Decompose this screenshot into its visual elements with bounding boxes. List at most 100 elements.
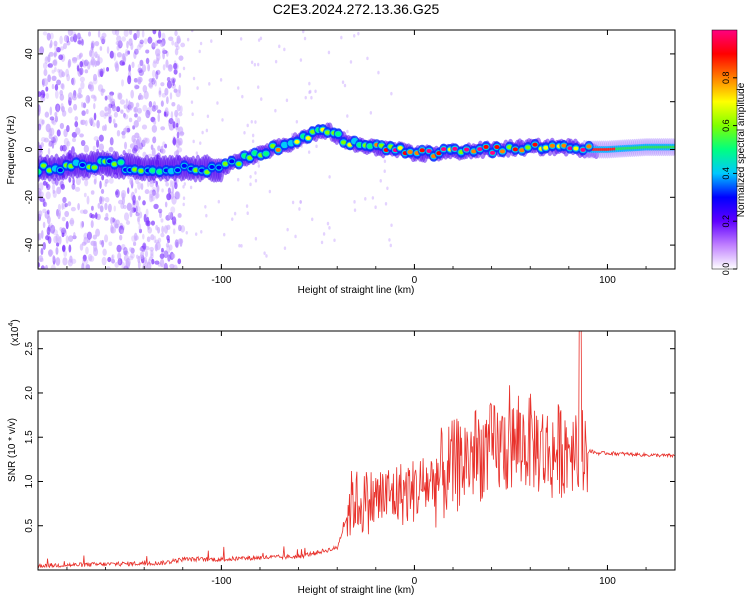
spectrogram-noise [125, 220, 131, 225]
spectrogram-noise [53, 58, 58, 67]
spectrogram-noise [163, 111, 167, 117]
spectrogram-blob [252, 151, 258, 156]
spectrogram-noise [99, 180, 102, 189]
spectrogram-noise [48, 142, 52, 147]
spectrogram-noise [249, 174, 252, 179]
spectrogram-noise [133, 144, 139, 152]
spectrogram-noise [77, 203, 80, 211]
spectrogram-noise [134, 132, 140, 139]
spectrogram-blob [149, 168, 156, 173]
spectrogram-noise [108, 241, 113, 247]
spectrogram-noise [55, 46, 61, 53]
spectrogram-noise [62, 43, 68, 50]
spectrogram-noise [57, 203, 62, 211]
spectrogram-noise [87, 253, 93, 262]
spectrogram-noise [205, 213, 208, 218]
spectrogram-noise [294, 234, 297, 239]
spectrogram-noise [76, 65, 80, 72]
spectrogram-noise [47, 224, 51, 232]
spectrogram-noise [150, 220, 156, 226]
spectrogram-noise [107, 256, 112, 263]
spectrogram-noise [116, 244, 122, 253]
spectrogram-noise [285, 98, 289, 103]
spectrogram-noise [183, 182, 187, 186]
spectrogram-blob [204, 170, 210, 175]
spectrogram-noise [245, 204, 249, 208]
spectrogram-noise [154, 260, 160, 265]
spectrogram-noise [51, 84, 55, 90]
spectrogram-noise [369, 111, 373, 115]
spectrogram-noise [133, 119, 139, 128]
spectrogram-noise [137, 67, 143, 74]
spectrogram-noise [59, 93, 65, 101]
spectrogram-noise [143, 213, 147, 223]
spectrogram-noise [178, 137, 183, 146]
spectrogram-noise [93, 178, 97, 185]
spectrogram-noise [100, 36, 106, 44]
spectrogram-noise [133, 51, 137, 59]
spectrogram-noise [124, 141, 128, 150]
spectrogram-noise [159, 258, 165, 268]
spectrogram-blob [397, 146, 403, 151]
spectrogram-noise [353, 33, 356, 38]
spectrogram-noise [123, 127, 128, 133]
spectrogram-noise [54, 44, 58, 52]
spectrogram-noise [298, 207, 301, 211]
spectrogram-noise [243, 130, 246, 135]
spectrogram-noise [310, 95, 313, 100]
spectrogram-blob [525, 145, 531, 150]
spectrogram-noise [86, 231, 93, 240]
spectrogram-blob [111, 162, 118, 167]
spectrogram-noise [240, 244, 243, 248]
spectrogram-noise [81, 221, 85, 228]
spectrogram-noise [75, 176, 82, 186]
spectrogram-blob [57, 168, 63, 173]
spectrogram-noise [108, 177, 114, 184]
spectrogram-noise [383, 159, 387, 164]
spectrogram-noise [147, 63, 151, 72]
spectrogram-noise [123, 30, 129, 37]
spectrogram-noise [68, 235, 74, 243]
spectrogram-blob [229, 159, 235, 164]
colorbar-label: Normalized spectral amplitude [736, 82, 747, 217]
spectrogram-noise [139, 95, 144, 100]
spectrogram-blob [132, 167, 138, 172]
spectrogram-noise [63, 250, 68, 258]
spectrogram-noise [128, 247, 134, 252]
spectrogram-noise [152, 42, 156, 48]
spectrogram-noise [274, 59, 278, 64]
spectrogram-noise [160, 82, 165, 87]
spectrogram-noise [66, 124, 70, 133]
spectrogram-noise [101, 125, 106, 132]
spectrogram-noise [110, 226, 115, 234]
spectrogram-noise [308, 90, 311, 95]
spectrogram-noise [42, 78, 49, 87]
spectrogram-noise [66, 73, 71, 82]
spectrogram-noise [52, 255, 56, 262]
spectrogram-noise [116, 35, 122, 43]
spectrogram-noise [223, 232, 226, 237]
spectrogram-noise [46, 215, 51, 225]
spectrogram-noise [61, 110, 67, 117]
spectrogram-noise [106, 46, 110, 54]
spectrogram-noise [364, 197, 367, 201]
spectrogram-blob [294, 139, 300, 144]
spectrogram-noise [85, 263, 88, 269]
spectrogram-noise [175, 241, 179, 249]
spectrogram-noise [54, 67, 57, 72]
spectrogram-noise [48, 51, 54, 57]
spectrogram-blob [426, 148, 432, 153]
spectrogram-noise [328, 175, 331, 179]
spectrogram-noise [64, 210, 70, 218]
snr-xlabel: Height of straight line (km) [298, 585, 415, 596]
spectrogram-noise [176, 37, 182, 44]
spectrogram-noise [106, 67, 110, 72]
spectrogram-noise [126, 202, 132, 211]
spectrogram-noise [178, 84, 181, 94]
spectrogram-noise [166, 80, 172, 89]
spectrogram-noise [45, 191, 51, 200]
spectrogram-noise [80, 119, 86, 126]
spectrogram-noise [137, 116, 142, 122]
spectrogram-noise [157, 237, 162, 243]
spectrogram-noise [113, 123, 118, 128]
